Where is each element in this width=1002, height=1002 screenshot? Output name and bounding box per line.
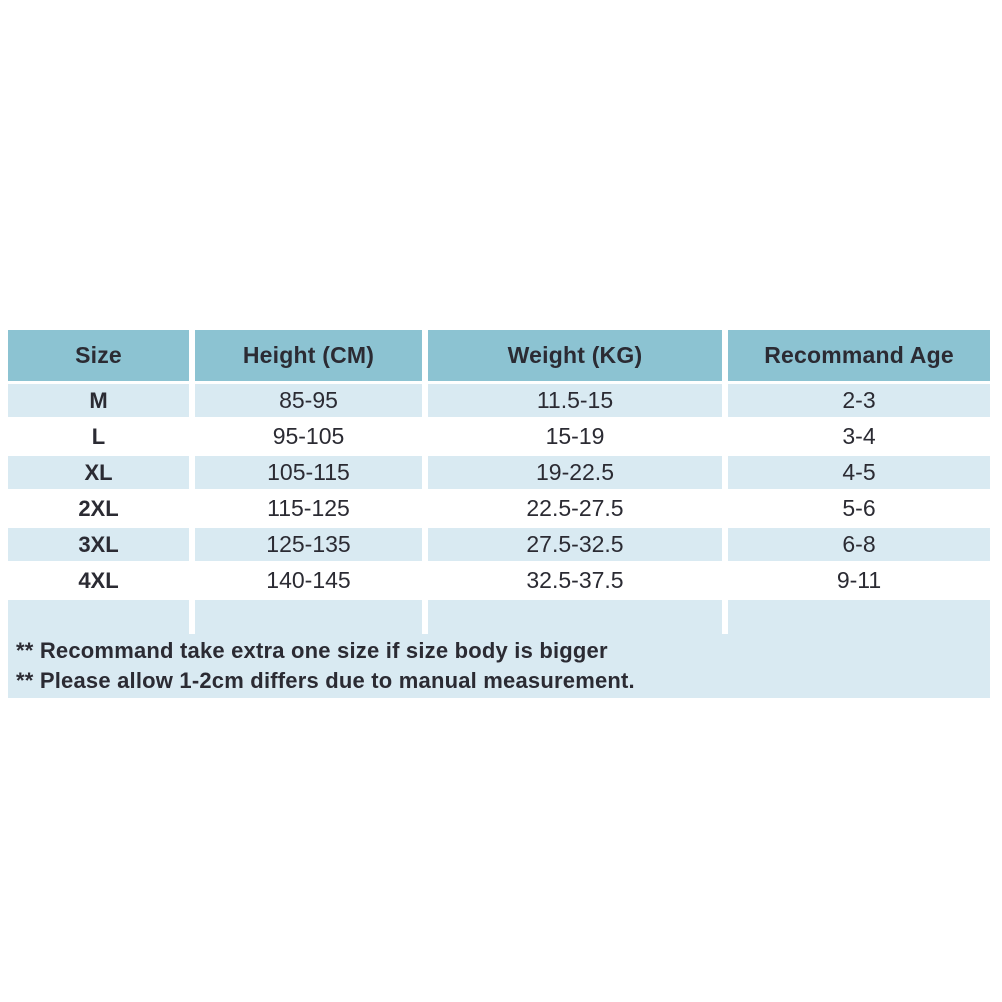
empty-cell: [728, 600, 990, 634]
size-chart-grid: Size Height (CM) Weight (KG) Recommand A…: [8, 330, 990, 634]
note-line: ** Recommand take extra one size if size…: [16, 638, 608, 663]
cell-age: 5-6: [728, 492, 990, 525]
cell-size: L: [8, 420, 189, 453]
cell-height: 115-125: [195, 492, 422, 525]
cell-size: M: [8, 384, 189, 417]
cell-weight: 15-19: [428, 420, 722, 453]
cell-weight: 11.5-15: [428, 384, 722, 417]
header-cell-size: Size: [8, 330, 189, 381]
cell-size: 4XL: [8, 564, 189, 597]
cell-weight: 32.5-37.5: [428, 564, 722, 597]
cell-size: XL: [8, 456, 189, 489]
cell-height: 125-135: [195, 528, 422, 561]
cell-weight: 19-22.5: [428, 456, 722, 489]
cell-height: 105-115: [195, 456, 422, 489]
cell-age: 9-11: [728, 564, 990, 597]
empty-cell: [8, 600, 189, 634]
cell-weight: 27.5-32.5: [428, 528, 722, 561]
cell-age: 4-5: [728, 456, 990, 489]
empty-cell: [428, 600, 722, 634]
cell-age: 3-4: [728, 420, 990, 453]
header-cell-height: Height (CM): [195, 330, 422, 381]
size-chart-table: Size Height (CM) Weight (KG) Recommand A…: [8, 330, 990, 698]
footer-notes: ** Recommand take extra one size if size…: [8, 634, 990, 698]
note-line: ** Please allow 1-2cm differs due to man…: [16, 668, 635, 693]
cell-weight: 22.5-27.5: [428, 492, 722, 525]
header-cell-age: Recommand Age: [728, 330, 990, 381]
cell-height: 95-105: [195, 420, 422, 453]
cell-size: 2XL: [8, 492, 189, 525]
header-cell-weight: Weight (KG): [428, 330, 722, 381]
empty-cell: [195, 600, 422, 634]
cell-size: 3XL: [8, 528, 189, 561]
cell-height: 85-95: [195, 384, 422, 417]
cell-height: 140-145: [195, 564, 422, 597]
cell-age: 6-8: [728, 528, 990, 561]
cell-age: 2-3: [728, 384, 990, 417]
